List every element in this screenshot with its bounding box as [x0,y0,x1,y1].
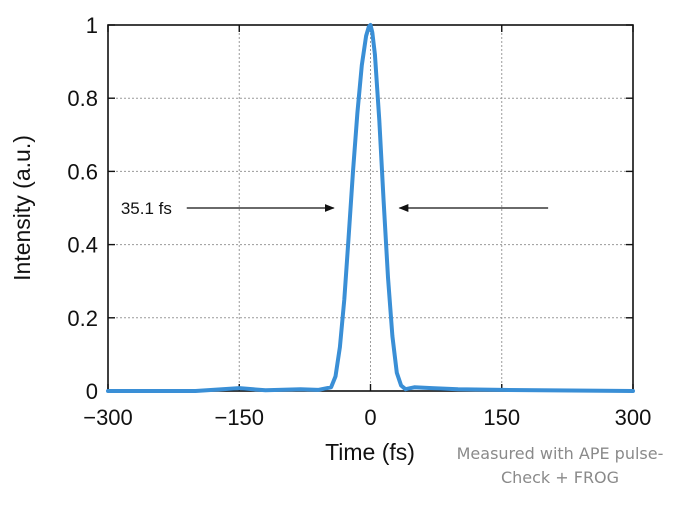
y-tick-label: 0.8 [67,86,98,111]
caption-line-2: Check + FROG [500,468,620,487]
grid-lines [108,25,633,391]
x-axis-title: Time (fs) [325,439,415,465]
caption: Measured with APE pulse- Check + FROG [430,442,690,490]
y-tick-label: 1 [86,13,98,38]
y-tick-label: 0.6 [67,159,98,184]
y-tick-label: 0.2 [67,306,98,331]
pulse-intensity-line [106,23,635,393]
x-tick-label: 0 [364,405,376,430]
y-axis-title: Intensity (a.u.) [9,135,35,281]
x-tick-label: 300 [615,405,652,430]
x-tick-label: −300 [83,405,133,430]
x-tick-label: 150 [483,405,520,430]
y-tick-label: 0 [86,379,98,404]
x-tick-label: −150 [214,405,264,430]
caption-line-1: Measured with APE pulse- [456,444,664,463]
fwhm-label: 35.1 fs [121,199,172,218]
series-group [106,23,635,393]
fwhm-annotation: 35.1 fs [121,199,549,218]
axis-ticks: −300 −150 0 150 300 0 0.2 0.4 0.6 0.8 1 [67,13,651,430]
y-tick-label: 0.4 [67,233,98,258]
